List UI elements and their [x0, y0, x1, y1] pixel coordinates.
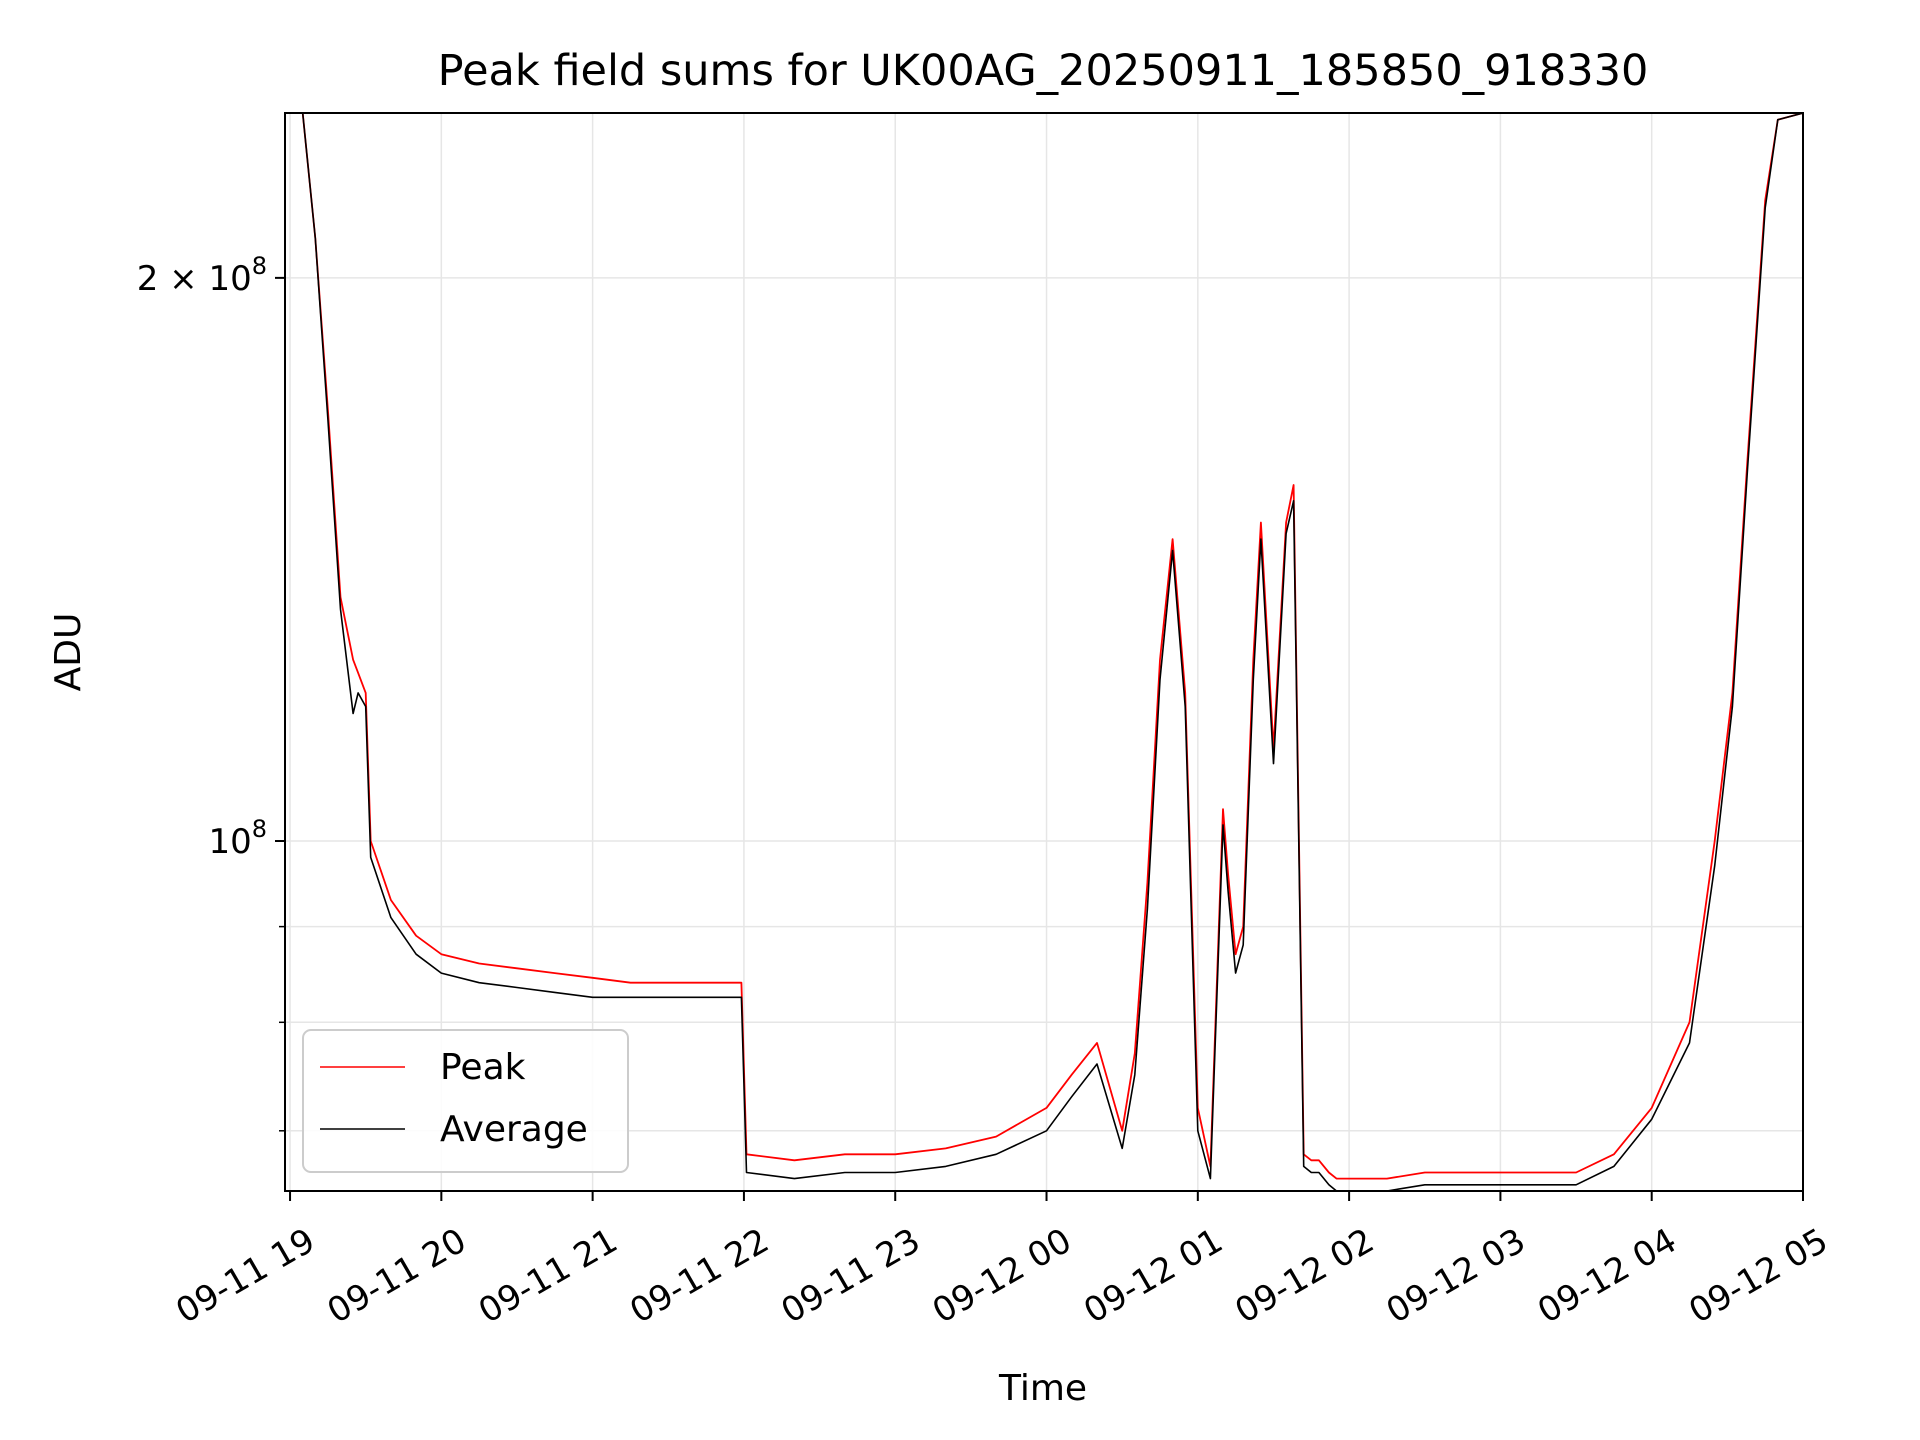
series-line-peak	[285, 113, 1803, 1180]
series-line-average	[285, 113, 1803, 1191]
plot-area	[285, 113, 1803, 1191]
legend-label-average: Average	[440, 1109, 588, 1150]
y-axis-ticks: 108 2 × 108	[137, 252, 285, 1132]
x-axis-label: Time	[998, 1368, 1087, 1409]
legend: Peak Average	[302, 1029, 629, 1173]
series-layer	[285, 113, 1803, 1191]
y-tick-label: 2 × 108	[137, 252, 267, 299]
y-tick-label: 108	[208, 815, 267, 862]
plot-frame	[284, 112, 1804, 1192]
legend-label-peak: Peak	[440, 1047, 526, 1088]
chart-title: Peak field sums for UK00AG_20250911_1858…	[438, 46, 1649, 96]
legend-box	[302, 1029, 629, 1173]
y-axis-label: ADU	[48, 613, 89, 692]
